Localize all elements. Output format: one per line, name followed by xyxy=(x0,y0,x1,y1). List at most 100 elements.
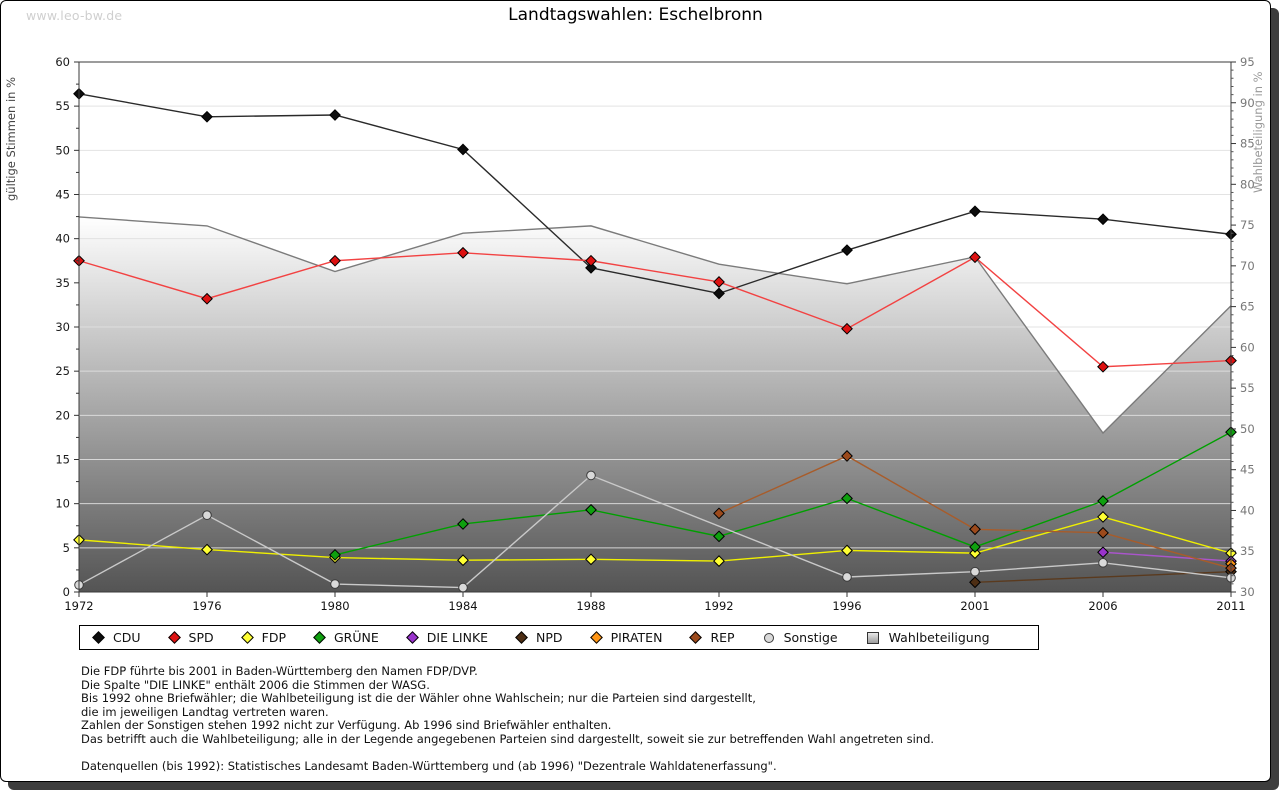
series-fdp-point xyxy=(713,555,725,567)
series-gruene-point xyxy=(969,541,981,553)
series-die-linke-point xyxy=(1097,546,1109,559)
watermark-leo-bw: www.leo-bw.de xyxy=(26,8,123,23)
series-spd-point xyxy=(585,254,597,267)
left-axis-title: gültige Stimmen in % xyxy=(4,77,18,201)
legend-marker-wahlbeteiligung xyxy=(866,631,879,644)
legend-marker-gruene xyxy=(313,631,326,644)
chart-canvas: 0 5 10 15 20 25 30 35 40 45 50 55 60 30 35 40 45 50 55 60 65… xyxy=(4,55,1265,613)
series-spd-point xyxy=(201,292,213,305)
legend-label: FDP xyxy=(261,630,286,645)
series-cdu-line xyxy=(78,93,1232,295)
x-axis-year-label: 1980 xyxy=(320,599,349,613)
series-fdp-point xyxy=(1097,511,1109,523)
legend-label: Wahlbeteiligung xyxy=(888,630,990,645)
series-spd-point xyxy=(713,276,725,288)
turnout-area xyxy=(79,216,1231,592)
legend-item-wahlbeteiligung: Wahlbeteiligung xyxy=(866,630,990,645)
legend-item-cdu: CDU xyxy=(92,630,141,645)
legend-marker-npd xyxy=(515,631,528,644)
series-gruene-point xyxy=(585,503,597,516)
series-sonstige-point xyxy=(330,579,340,589)
series-sonstige-point xyxy=(970,566,980,577)
x-axis-year-label: 1972 xyxy=(64,599,93,613)
legend-marker-spd xyxy=(167,631,181,644)
election-line-chart: 0 5 10 15 20 25 30 35 40 45 50 55 60 30 35 40 45 50 55 60 65… xyxy=(1,1,1270,623)
x-axis-year-label: 1976 xyxy=(192,599,221,613)
legend-marker-die-linke xyxy=(405,631,419,644)
left-axis-tick-label: 35 xyxy=(55,276,70,290)
left-axis-tick-label: 60 xyxy=(55,55,70,69)
legend-item-spd: SPD xyxy=(167,630,214,645)
legend-label: GRÜNE xyxy=(333,630,379,645)
left-axis-tick-label: 10 xyxy=(55,497,70,511)
data-source-line: Datenquellen (bis 1992): Statistisches L… xyxy=(81,759,777,774)
series-gruene-point xyxy=(841,492,853,505)
footnote-line: Das betrifft auch die Wahlbeteiligung; a… xyxy=(81,731,935,746)
series-rep-point xyxy=(841,450,853,462)
x-axis-year-label: 2011 xyxy=(1216,599,1245,613)
series-spd-point xyxy=(841,322,853,335)
legend-marker-fdp xyxy=(240,631,254,644)
legend-marker-piraten xyxy=(589,631,603,644)
right-axis-tick-label: 45 xyxy=(1240,463,1255,477)
legend-label: DIE LINKE xyxy=(426,630,489,645)
series-sonstige-point xyxy=(1098,558,1108,568)
series-cdu-point xyxy=(713,287,725,300)
footnote-line: Die Spalte "DIE LINKE" enthält 2006 die … xyxy=(81,677,430,692)
left-axis-tick-label: 30 xyxy=(55,320,70,334)
right-axis-tick-label: 30 xyxy=(1240,585,1255,599)
left-axis-tick-label: 25 xyxy=(55,364,70,378)
series-die-linke-line xyxy=(1102,551,1232,562)
series-sonstige-point xyxy=(458,582,468,593)
left-axis-tick-label: 55 xyxy=(55,99,70,113)
series-cdu-point xyxy=(969,205,981,218)
legend-label: NPD xyxy=(536,630,563,645)
chart-legend: CDU SPD FDP GRÜNE DIE LINKE NPD PIRATEN REP Sons… xyxy=(79,625,1039,650)
footnote-line: Zahlen der Sonstigen stehen 1992 nicht z… xyxy=(81,718,612,733)
series-fdp-line xyxy=(78,516,1232,562)
left-axis-tick-label: 5 xyxy=(63,541,70,555)
right-axis-tick-label: 70 xyxy=(1240,259,1255,273)
right-axis-tick-label: 80 xyxy=(1240,177,1255,191)
footnote-line: die im jeweiligen Landtag vertreten ware… xyxy=(81,704,329,719)
legend-marker-sonstige xyxy=(763,632,774,643)
series-spd-point xyxy=(969,251,981,264)
series-gruene-point xyxy=(1097,495,1109,507)
series-spd-line xyxy=(78,252,1232,368)
series-cdu-point xyxy=(201,110,213,123)
series-cdu-point xyxy=(329,109,341,121)
x-axis-year-label: 2001 xyxy=(960,599,989,613)
footnotes-block: Die FDP führte bis 2001 in Baden-Württem… xyxy=(81,664,1201,774)
x-axis-year-label: 2006 xyxy=(1088,599,1117,613)
series-fdp-point xyxy=(201,543,213,556)
x-axis-year-label: 1988 xyxy=(576,599,605,613)
series-sonstige-point xyxy=(586,470,596,481)
series-fdp-point xyxy=(969,547,981,560)
series-cdu-point xyxy=(457,143,469,156)
right-axis-tick-label: 75 xyxy=(1240,218,1255,232)
series-fdp-point xyxy=(457,554,469,567)
series-sonstige-point xyxy=(842,572,852,582)
legend-label: PIRATEN xyxy=(610,630,663,645)
series-rep-point xyxy=(969,523,981,536)
left-axis-tick-label: 45 xyxy=(55,188,70,202)
series-wahlbeteiligung-line xyxy=(78,216,1232,435)
footnote-line: Bis 1992 ohne Briefwähler; die Wahlbetei… xyxy=(81,691,756,706)
series-sonstige-point xyxy=(202,510,212,520)
left-axis-tick-label: 15 xyxy=(55,453,70,467)
legend-label: REP xyxy=(710,630,735,645)
legend-marker-rep xyxy=(689,631,703,644)
series-cdu-point xyxy=(1097,213,1109,226)
series-gruene-point xyxy=(329,548,341,561)
legend-item-gruene: GRÜNE xyxy=(313,630,379,645)
page-title: Landtagswahlen: Eschelbronn xyxy=(508,5,763,25)
right-axis-tick-label: 55 xyxy=(1240,381,1255,395)
series-spd-point xyxy=(329,254,341,267)
legend-marker-cdu xyxy=(92,631,105,644)
series-gruene-point xyxy=(713,530,725,543)
series-spd-point xyxy=(457,246,469,259)
series-cdu-point xyxy=(841,244,853,257)
right-axis-tick-label: 40 xyxy=(1240,503,1255,517)
left-axis-tick-label: 20 xyxy=(55,408,70,422)
series-fdp-point xyxy=(585,553,597,566)
